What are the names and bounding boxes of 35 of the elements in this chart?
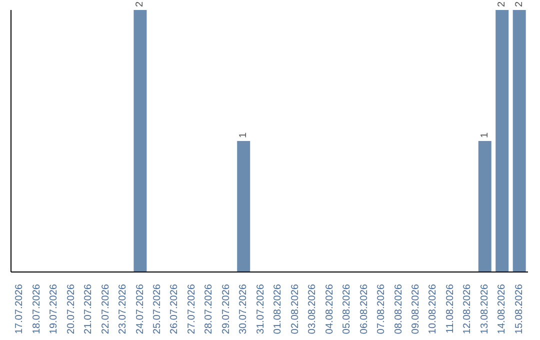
x-tick-label: 25.07.2026	[152, 284, 163, 334]
x-tick-label: 20.07.2026	[66, 284, 77, 334]
x-tick-label: 23.07.2026	[118, 284, 129, 334]
data-label: 1	[238, 132, 250, 138]
x-tick-label: 18.07.2026	[31, 284, 42, 334]
x-tick-label: 24.07.2026	[134, 284, 146, 334]
x-tick-label: 05.08.2026	[342, 284, 353, 334]
x-tick-label: 02.08.2026	[290, 284, 301, 334]
x-tick-label: 11.08.2026	[444, 284, 456, 334]
x-tick-label: 12.08.2026	[462, 284, 474, 334]
x-tick-label: 10.08.2026	[428, 284, 439, 334]
data-label: 2	[134, 1, 146, 7]
x-tick-label: 17.07.2026	[14, 284, 26, 334]
x-tick-label: 27.07.2026	[186, 284, 198, 334]
x-tick-label: 01.08.2026	[272, 284, 284, 334]
x-tick-label: 09.08.2026	[410, 284, 422, 334]
data-label: 1	[479, 132, 490, 138]
x-tick-label: 26.07.2026	[169, 284, 180, 334]
data-label: 2	[496, 1, 508, 7]
x-tick-label: 08.08.2026	[393, 284, 404, 334]
x-tick-label: 07.08.2026	[376, 284, 388, 334]
x-tick-label: 28.07.2026	[204, 284, 215, 334]
x-tick-label: 14.08.2026	[496, 284, 508, 334]
x-tick-label: 19.07.2026	[48, 284, 60, 334]
x-tick-label: 29.07.2026	[220, 284, 232, 334]
x-tick-label: 15.08.2026	[514, 284, 525, 334]
x-tick-label: 30.07.2026	[238, 284, 250, 334]
data-label: 2	[514, 1, 525, 7]
x-tick-label: 22.07.2026	[100, 284, 112, 334]
x-tick-label: 04.08.2026	[324, 284, 336, 334]
x-tick-label: 13.08.2026	[479, 284, 490, 334]
x-tick-label: 31.07.2026	[255, 284, 266, 334]
x-tick-label: 03.08.2026	[307, 284, 318, 334]
x-tick-label: 21.07.2026	[83, 284, 94, 334]
x-tick-label: 06.08.2026	[358, 284, 370, 334]
